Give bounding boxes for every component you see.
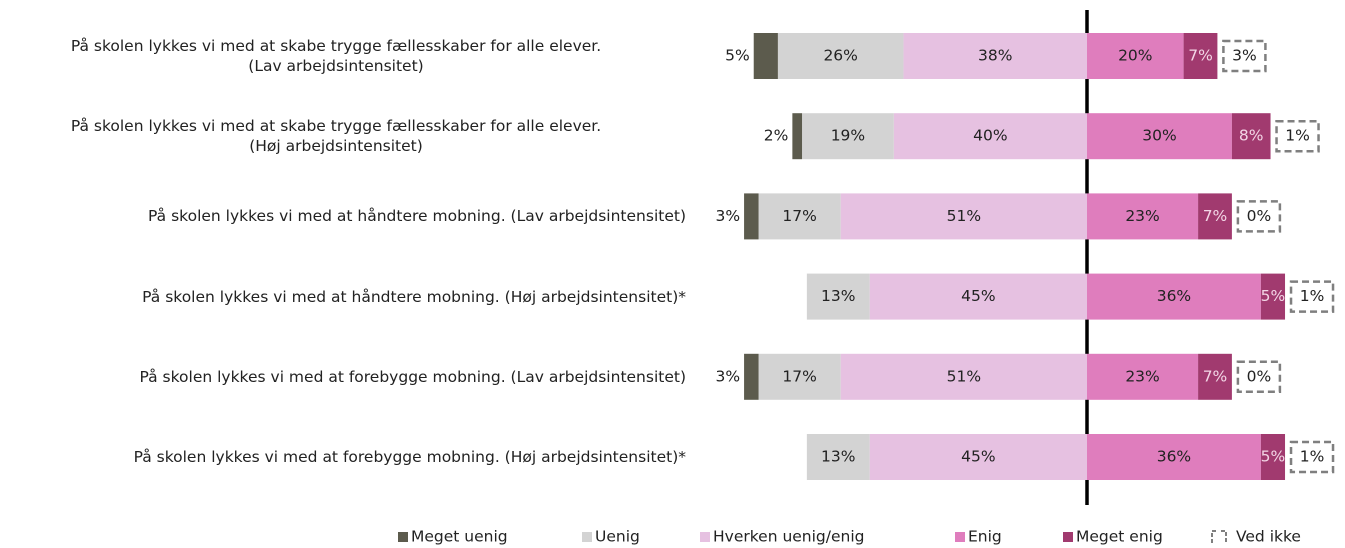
value-label: 45% [961,448,995,466]
legend-swatch [582,532,592,542]
bar-segment [1087,33,1184,79]
legend-label: Uenig [595,528,640,546]
bar-segment [806,273,870,320]
value-label: 30% [1142,127,1176,145]
bar-segment [840,353,1087,400]
bar-segment [1198,193,1232,240]
legend-label: Ved ikke [1236,528,1301,546]
category-label: På skolen lykkes vi med at forebygge mob… [133,448,686,466]
value-label: 1% [1300,448,1325,466]
value-label: 36% [1157,287,1191,305]
bar-segment [1087,273,1261,320]
value-label: 13% [821,448,855,466]
value-label: 2% [764,127,789,145]
value-label: 38% [978,47,1012,65]
value-label: 23% [1125,367,1159,385]
category-label: På skolen lykkes vi med at håndtere mobn… [142,287,686,306]
legend-swatch [955,532,965,542]
value-label: 36% [1157,448,1191,466]
value-label: 5% [1261,287,1286,305]
legend-label: Enig [968,528,1002,546]
bar-segment [840,193,1087,240]
bar-segment [869,434,1087,480]
value-label: 7% [1203,367,1228,385]
value-label: 1% [1300,287,1325,305]
value-label: 26% [823,47,857,65]
legend-swatch [398,532,408,542]
legend-label: Meget uenig [411,528,508,546]
bar-segment [869,273,1087,320]
dont-know-box [1236,200,1282,233]
bar-segment [1183,33,1218,79]
value-label: 5% [725,47,750,65]
value-label: 5% [1261,448,1286,466]
legend-label: Meget enig [1076,528,1163,546]
bar-segment [1260,273,1286,320]
value-label: 20% [1118,47,1152,65]
legend-label: Hverken uenig/enig [713,528,865,546]
bar-segment [806,434,870,480]
category-label: På skolen lykkes vi med at skabe trygge … [70,37,602,75]
category-label: På skolen lykkes vi med at forebygge mob… [139,367,686,386]
bar-segment [1087,113,1232,160]
bar-segment [1198,353,1232,400]
bar-segment [1087,353,1199,400]
bar-segment [1260,434,1286,480]
value-label: 3% [1232,47,1257,65]
value-label: 7% [1188,47,1213,65]
category-label: På skolen lykkes vi med at skabe trygge … [70,117,602,156]
value-label: 51% [947,207,981,225]
bar-segment [1087,193,1199,240]
value-label: 13% [821,287,855,305]
value-label: 0% [1247,207,1272,225]
value-label: 45% [961,287,995,305]
dont-know-box [1275,119,1320,153]
bar-segment [1231,113,1271,160]
value-label: 40% [973,127,1007,145]
value-label: 3% [715,367,740,385]
bar-segment [903,33,1087,79]
value-label: 19% [831,127,865,145]
value-label: 8% [1239,127,1264,145]
bar-segment [802,113,894,160]
value-label: 23% [1125,207,1159,225]
dont-know-box [1236,360,1282,394]
bar-segment [758,353,841,400]
value-label: 51% [947,367,981,385]
value-label: 0% [1247,367,1272,385]
bar-segment [1087,434,1261,480]
bar-segment [753,33,778,79]
value-label: 3% [715,207,740,225]
bar-segment [744,193,759,240]
bar-segment [744,353,759,400]
bar-segment [758,193,841,240]
value-label: 17% [782,207,816,225]
value-label: 7% [1203,207,1228,225]
legend-swatch [1063,532,1073,542]
legend-swatch [700,532,710,542]
bar-segment [777,33,904,79]
dont-know-box [1222,39,1267,73]
dont-know-box [1289,280,1335,313]
bar-segment [792,113,803,160]
category-label: På skolen lykkes vi med at håndtere mobn… [148,207,686,226]
bar-segment [893,113,1087,160]
legend-swatch [1211,530,1227,543]
value-label: 1% [1285,127,1310,145]
dont-know-box [1289,440,1335,474]
value-label: 17% [782,367,816,385]
